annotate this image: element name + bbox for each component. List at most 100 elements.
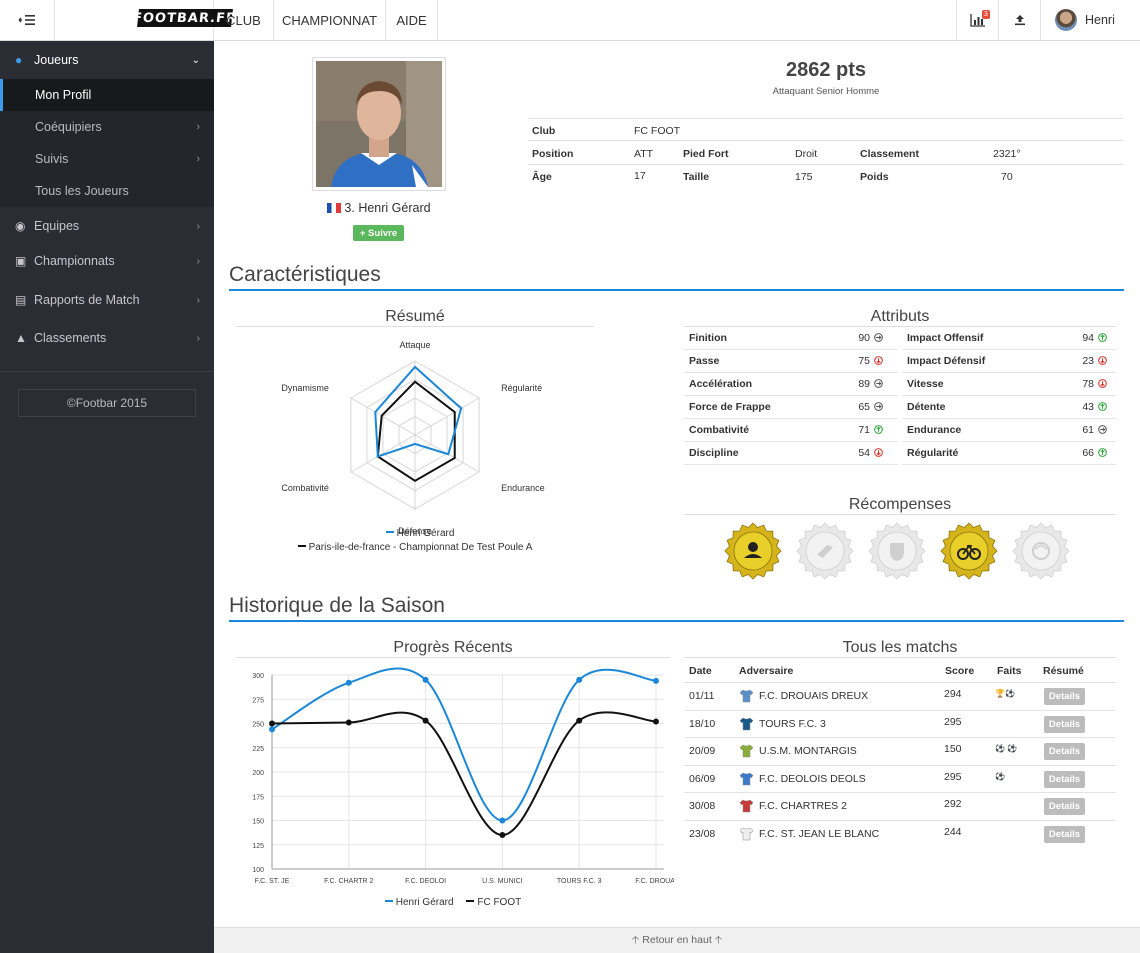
legend-swatch-black <box>466 900 475 902</box>
sidebar-item-classements[interactable]: ▲ Classements › <box>0 319 214 357</box>
info-divider <box>528 140 1124 141</box>
attribute-row: Impact Défensif 23 <box>902 350 1116 373</box>
attribute-value: 94 <box>1082 332 1094 344</box>
sidebar-toggle-icon[interactable] <box>0 0 55 40</box>
info-divider <box>528 118 1124 119</box>
nav-club[interactable]: CLUB <box>214 0 274 40</box>
attribute-name: Détente <box>907 401 946 413</box>
sidebar-item-rapports[interactable]: ▤ Rapports de Match › <box>0 281 214 319</box>
details-button[interactable]: Details <box>1044 770 1085 788</box>
line-chart: 100 125 150 175 200 225 250 275 300 F.C. ST. JE F.… <box>252 667 674 885</box>
details-button[interactable]: Details <box>1044 688 1085 705</box>
matches-header-summary: Résumé <box>1043 665 1084 677</box>
x-tick-label: F.C. ST. JE <box>255 878 290 885</box>
summary-title: Résumé <box>385 308 445 325</box>
data-point[interactable] <box>576 717 583 724</box>
bar-chart-icon: ▤ <box>15 293 27 307</box>
upload-button[interactable] <box>998 0 1040 40</box>
match-opponent[interactable]: F.C. CHARTRES 2 <box>759 800 847 812</box>
nav-aide[interactable]: AIDE <box>386 0 438 40</box>
attribute-name: Passe <box>689 355 720 367</box>
radar-chart: Attaque Régularité Endurance Défense Combati… <box>281 340 544 536</box>
sidebar-item-championnats[interactable]: ▣ Championnats › <box>0 242 214 280</box>
player-photo <box>312 57 446 191</box>
match-score: 295 <box>944 715 962 728</box>
sitemap-icon: ▲ <box>15 331 27 345</box>
attribute-value: 23 <box>1082 355 1094 367</box>
stats-notification-button[interactable]: 3 <box>956 0 998 40</box>
team-shirt-icon <box>739 744 754 761</box>
match-score: 295 <box>944 770 962 783</box>
attribute-value: 66 <box>1082 447 1094 459</box>
notification-badge: 3 <box>982 10 990 19</box>
table-row: 20/09 U.S.M. MONTARGIS 150 ⚽ ⚽ Details <box>684 737 1116 765</box>
sidebar-item-suivis[interactable]: Suivis › <box>0 143 214 175</box>
trend-up-icon <box>874 425 883 437</box>
ball-badge-icon[interactable] <box>1012 522 1070 580</box>
match-facts: ⚽ <box>995 771 1005 781</box>
sidebar-item-equipes[interactable]: ◉ Equipes › <box>0 207 214 245</box>
match-opponent[interactable]: U.S.M. MONTARGIS <box>759 745 857 757</box>
sidebar-item-joueurs[interactable]: ● Joueurs ⌄ <box>0 41 214 79</box>
attribute-row: Accélération 89 <box>684 373 898 396</box>
footer-bar: 🡡 Retour en haut 🡡 <box>214 927 1140 953</box>
trend-down-icon <box>1098 379 1107 391</box>
y-tick-label: 250 <box>252 722 264 729</box>
nav-championnat[interactable]: CHAMPIONNAT <box>274 0 386 40</box>
match-date: 18/10 <box>689 717 716 730</box>
data-point[interactable] <box>499 832 506 839</box>
details-button[interactable]: Details <box>1044 743 1085 760</box>
trend-down-icon <box>1098 356 1107 368</box>
avatar-badge-icon[interactable] <box>724 522 782 580</box>
radar-legend-item: Henri Gérard <box>246 528 594 539</box>
details-button[interactable]: Details <box>1044 798 1085 815</box>
trend-up-icon <box>1098 448 1107 460</box>
data-point[interactable] <box>653 677 659 684</box>
bike-badge-icon[interactable] <box>940 522 998 580</box>
data-point[interactable] <box>269 726 275 733</box>
y-tick-label: 125 <box>252 843 264 850</box>
data-point[interactable] <box>345 719 352 726</box>
radar-grid-spoke <box>414 397 480 436</box>
data-point[interactable] <box>422 717 429 724</box>
y-tick-label: 225 <box>252 746 264 753</box>
boot-badge-icon[interactable] <box>796 522 854 580</box>
match-opponent[interactable]: F.C. DEOLOIS DEOLS <box>759 772 866 785</box>
attributes-title: Attributs <box>870 308 930 325</box>
data-point[interactable] <box>576 676 583 683</box>
attribute-value: 89 <box>858 378 870 390</box>
follow-button[interactable]: + Suivre <box>353 225 404 241</box>
match-opponent[interactable]: F.C. DROUAIS DREUX <box>759 690 869 702</box>
back-to-top-link[interactable]: 🡡 Retour en haut 🡡 <box>632 932 722 950</box>
sidebar-item-mon-profil[interactable]: Mon Profil <box>0 79 214 111</box>
sidebar-item-coequipiers[interactable]: Coéquipiers › <box>0 111 214 143</box>
attribute-value: 65 <box>858 401 870 413</box>
section-title-characteristics: Caractéristiques <box>229 263 381 286</box>
matches-divider <box>684 657 1116 658</box>
radar-legend-label-1: Henri Gérard <box>396 528 455 539</box>
foot-value: Droit <box>795 148 818 160</box>
foot-label: Pied Fort <box>683 148 729 160</box>
player-photo-image <box>316 61 442 187</box>
details-button[interactable]: Details <box>1044 715 1085 733</box>
data-point[interactable] <box>499 817 506 824</box>
shield-badge-icon[interactable] <box>868 522 926 580</box>
attribute-name: Vitesse <box>907 378 944 390</box>
matches-header-opponent: Adversaire <box>739 665 794 677</box>
data-point[interactable] <box>345 679 352 686</box>
sidebar-item-label: Championnats <box>34 254 115 268</box>
attribute-row: Vitesse 78 <box>902 373 1116 396</box>
radar-axis-label: Combativité <box>281 483 329 493</box>
attribute-row: Finition 90 <box>684 327 898 350</box>
match-opponent[interactable]: F.C. ST. JEAN LE BLANC <box>759 827 880 840</box>
attribute-name: Impact Défensif <box>907 355 986 367</box>
match-opponent[interactable]: TOURS F.C. 3 <box>759 717 826 730</box>
data-point[interactable] <box>422 676 429 683</box>
sidebar-item-tous-les-joueurs[interactable]: Tous les Joueurs <box>0 175 214 207</box>
details-button[interactable]: Details <box>1044 825 1085 843</box>
chevron-right-icon: › <box>196 220 200 232</box>
line-series-1 <box>271 711 657 837</box>
data-point[interactable] <box>269 720 275 727</box>
data-point[interactable] <box>653 718 659 725</box>
user-menu[interactable]: Henri <box>1040 0 1140 40</box>
